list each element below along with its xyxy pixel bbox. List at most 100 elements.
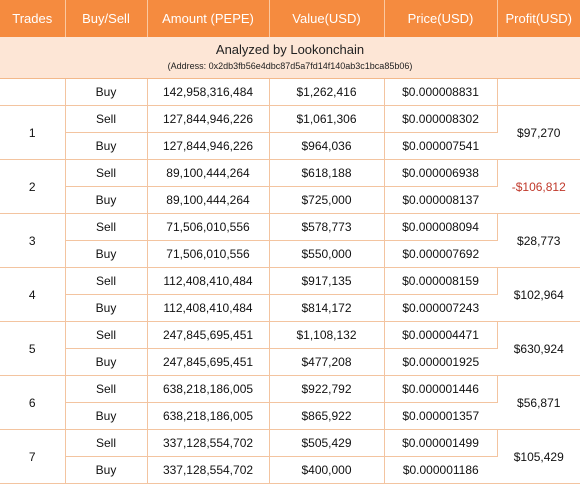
price-cell: $0.000008302 [384,105,498,133]
trade-number-cell: 1 [0,105,66,160]
price-cell: $0.000001499 [384,429,498,457]
table-row: Buy 71,506,010,556 $550,000 $0.000007692 [0,240,580,268]
value-cell: $550,000 [269,240,385,268]
price-cell: $0.000001446 [384,375,498,403]
value-cell: $865,922 [269,402,385,430]
amount-cell: 247,845,695,451 [147,321,270,349]
amount-cell: 71,506,010,556 [147,240,270,268]
side-cell: Buy [65,240,148,268]
value-cell: $1,061,306 [269,105,385,133]
side-cell: Sell [65,213,148,241]
table-row: 6 Sell 638,218,186,005 $922,792 $0.000001446… [0,375,580,430]
profit-cell [497,78,580,106]
column-header-value: Value(USD) [269,0,385,37]
price-cell: $0.000006938 [384,159,498,187]
trade-number-cell: 2 [0,159,66,214]
table-row: 1 Sell 127,844,946,226 $1,061,306 $0.0000083… [0,105,580,160]
table-row: Buy 127,844,946,226 $964,036 $0.000007541 [0,132,580,160]
amount-cell: 638,218,186,005 [147,402,270,430]
side-cell: Sell [65,159,148,187]
table-row: Buy 112,408,410,484 $814,172 $0.000007243 [0,294,580,322]
profit-cell: $56,871 [497,375,580,430]
profit-cell: $102,964 [497,267,580,322]
opening-row: Buy 142,958,316,484 $1,262,416 $0.000008… [0,78,580,106]
price-cell: $0.000008094 [384,213,498,241]
value-cell: $1,262,416 [269,78,385,106]
value-cell: $505,429 [269,429,385,457]
banner-cell: Analyzed by Lookonchain (Address: 0x2db3… [0,37,580,79]
trade-number-cell: 7 [0,429,66,484]
price-cell: $0.000001357 [384,402,497,430]
value-cell: $725,000 [269,186,385,214]
table-row: 2 Sell 89,100,444,264 $618,188 $0.000006938-… [0,159,580,214]
amount-cell: 112,408,410,484 [147,267,270,295]
value-cell: $814,172 [269,294,385,322]
amount-cell: 337,128,554,702 [147,429,270,457]
trade-number-cell [0,78,66,106]
column-header-buy-sell: Buy/Sell [65,0,148,37]
price-cell: $0.000008831 [384,78,498,106]
banner-title: Analyzed by Lookonchain [215,42,365,57]
table-row: Buy 638,218,186,005 $865,922 $0.000001357 [0,402,580,430]
trade-number-cell: 5 [0,321,66,376]
table-row: 5 Sell 247,845,695,451 $1,108,132 $0.0000044… [0,321,580,376]
profit-cell: $105,429 [497,429,580,484]
side-cell: Sell [65,321,148,349]
trade-number-cell: 6 [0,375,66,430]
value-cell: $922,792 [269,375,385,403]
column-header-amount: Amount (PEPE) [147,0,270,37]
amount-cell: 112,408,410,484 [147,294,270,322]
side-cell: Sell [65,375,148,403]
amount-cell: 337,128,554,702 [147,456,270,484]
side-cell: Buy [65,348,148,376]
profit-cell: $630,924 [497,321,580,376]
amount-cell: 142,958,316,484 [147,78,270,106]
trade-number-cell: 3 [0,213,66,268]
value-cell: $477,208 [269,348,385,376]
amount-cell: 638,218,186,005 [147,375,270,403]
profit-cell: $28,773 [497,213,580,268]
side-cell: Buy [65,132,148,160]
column-header-price: Price(USD) [384,0,498,37]
table-body: Analyzed by Lookonchain (Address: 0x2db3… [0,37,580,484]
side-cell: Sell [65,429,148,457]
amount-cell: 127,844,946,226 [147,132,270,160]
price-cell: $0.000008159 [384,267,498,295]
value-cell: $917,135 [269,267,385,295]
price-cell: $0.000008137 [384,186,497,214]
value-cell: $400,000 [269,456,385,484]
value-cell: $1,108,132 [269,321,385,349]
table-row: 4 Sell 112,408,410,484 $917,135 $0.000008159… [0,267,580,322]
price-cell: $0.000001925 [384,348,497,376]
amount-cell: 89,100,444,264 [147,186,270,214]
profit-cell: $97,270 [497,105,580,160]
banner-address: (Address: 0x2db3fb56e4dbc87d5a7fd14f140a… [167,61,413,71]
table-row: Buy 89,100,444,264 $725,000 $0.000008137 [0,186,580,214]
side-cell: Buy [65,294,148,322]
banner-row: Analyzed by Lookonchain (Address: 0x2db3… [0,37,580,79]
side-cell: Sell [65,267,148,295]
value-cell: $618,188 [269,159,385,187]
column-header-profit: Profit(USD) [497,0,580,37]
price-cell: $0.000007243 [384,294,497,322]
side-cell: Sell [65,105,148,133]
header-row: Trades Buy/Sell Amount (PEPE) Value(USD)… [0,0,580,37]
table-row: Buy 337,128,554,702 $400,000 $0.000001186 [0,456,580,484]
price-cell: $0.000007692 [384,240,497,268]
table-row: Buy 247,845,695,451 $477,208 $0.000001925 [0,348,580,376]
side-cell: Buy [65,186,148,214]
price-cell: $0.000004471 [384,321,498,349]
side-cell: Buy [65,78,148,106]
trade-number-cell: 4 [0,267,66,322]
side-cell: Buy [65,402,148,430]
table-row: 3 Sell 71,506,010,556 $578,773 $0.000008094 $… [0,213,580,268]
side-cell: Buy [65,456,148,484]
value-cell: $964,036 [269,132,385,160]
amount-cell: 71,506,010,556 [147,213,270,241]
profit-cell: -$106,812 [497,159,580,214]
column-header-trades: Trades [0,0,66,37]
value-cell: $578,773 [269,213,385,241]
price-cell: $0.000007541 [384,132,497,160]
amount-cell: 89,100,444,264 [147,159,270,187]
